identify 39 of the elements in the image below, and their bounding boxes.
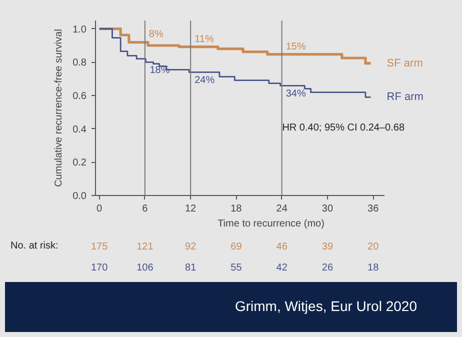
- annotation: 15%: [286, 41, 306, 52]
- text: 42: [276, 262, 288, 274]
- x-tick-label: 30: [322, 204, 334, 214]
- annotation: HR 0.40; 95% CI 0.24–0.68: [282, 122, 405, 134]
- x-tick-label: 6: [142, 204, 148, 214]
- text: 46: [276, 242, 288, 252]
- x-tick-label: 36: [368, 204, 380, 214]
- x-tick-label: 0: [96, 204, 103, 214]
- annotation: 11%: [194, 34, 214, 45]
- y-tick-label: 1.0: [72, 24, 87, 36]
- text: No. at risk:: [10, 240, 58, 252]
- x-tick-label: 12: [185, 204, 197, 214]
- x-axis-title: Time to recurrence (mo): [218, 218, 324, 230]
- y-tick-label: 0.2: [72, 158, 87, 169]
- y-axis-title: Cumulative recurrence-free survival: [54, 29, 65, 187]
- text: 81: [185, 262, 197, 274]
- text: 106: [136, 262, 154, 274]
- text: 55: [230, 262, 242, 274]
- annotation: 24%: [194, 75, 215, 86]
- y-tick-label: 0.8: [72, 58, 87, 69]
- text: 39: [322, 242, 334, 252]
- text: 121: [136, 242, 154, 252]
- text: 170: [90, 262, 108, 274]
- y-tick-label: 0.4: [72, 124, 87, 136]
- y-tick-label: 0.6: [72, 91, 87, 102]
- text: 69: [230, 242, 242, 252]
- text: 175: [90, 242, 108, 252]
- annotation: 8%: [148, 29, 164, 40]
- text: 92: [185, 242, 197, 252]
- x-tick-label: 18: [230, 204, 242, 214]
- x-tick-label: 24: [276, 204, 288, 214]
- text: 26: [322, 262, 334, 274]
- series-label: SF arm: [386, 57, 423, 70]
- text: 20: [368, 242, 380, 252]
- y-tick-label: 0.0: [72, 191, 87, 202]
- series-label: RF arm: [386, 91, 424, 104]
- annotation: 34%: [286, 88, 306, 100]
- text: Grimm, Witjes, Eur Urol 2020: [234, 297, 417, 316]
- text: 18: [368, 262, 380, 274]
